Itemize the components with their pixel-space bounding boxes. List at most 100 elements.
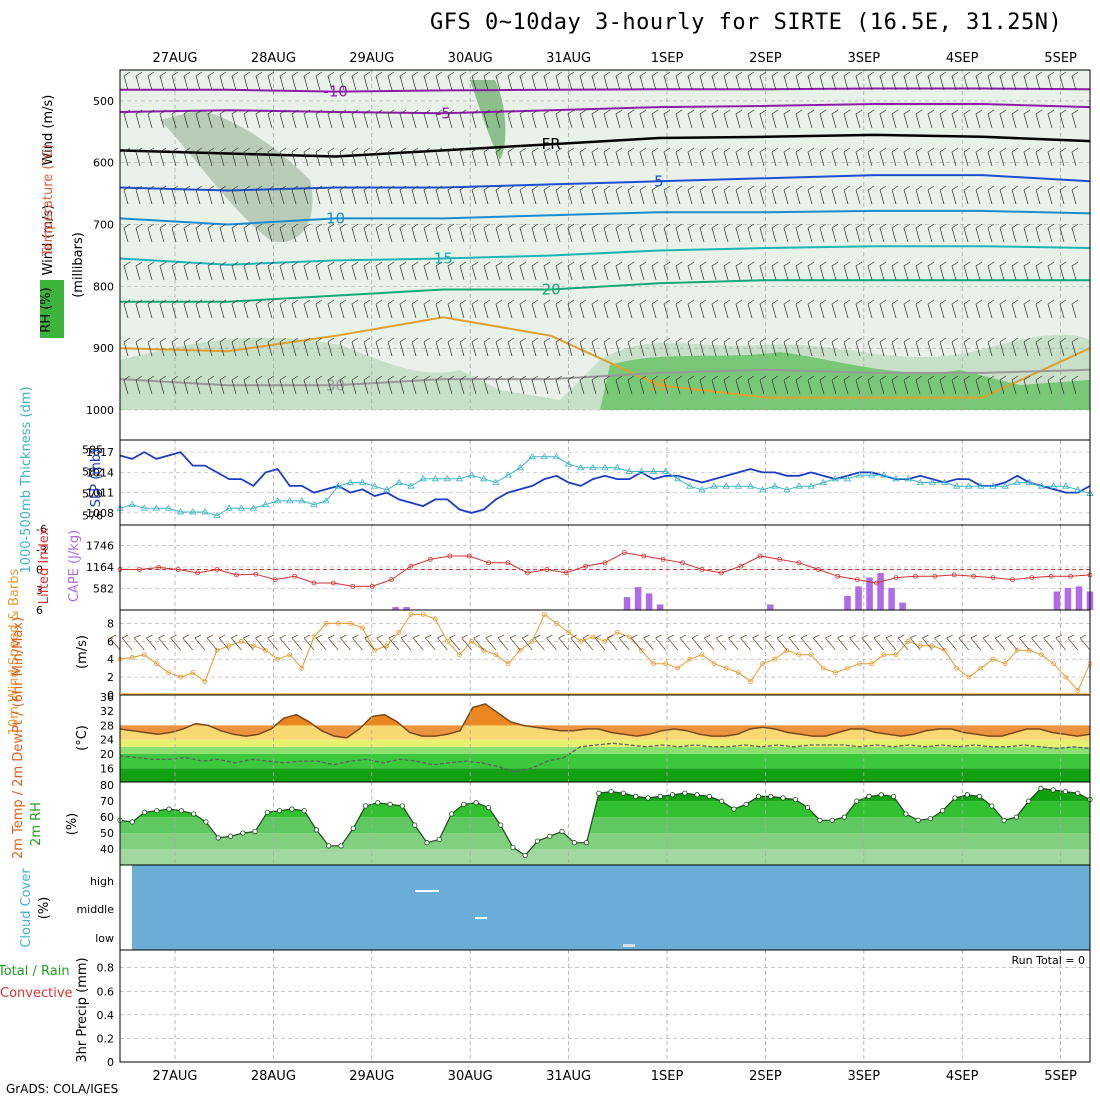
rh-shading-moist [600, 352, 1090, 410]
wind-barb [231, 299, 239, 319]
wind-barb [351, 109, 359, 129]
wind-barb [555, 71, 563, 91]
wind10-marker [287, 652, 293, 658]
wind-barb [291, 337, 299, 357]
wind10-barb [667, 634, 679, 651]
upper-air-panel: 500 600 700 800 900 1000 -10 -5 FR 5 10 15 20 25 30 Win… [39, 69, 1091, 441]
wind-barb [183, 109, 191, 129]
wind10-marker [784, 647, 790, 653]
wind-barb [315, 337, 323, 357]
li-marker [971, 573, 976, 579]
wind10-marker [554, 621, 559, 626]
wind-barb [963, 375, 971, 395]
thickness-marker [771, 482, 779, 489]
wind-barb [807, 375, 815, 395]
wind-barb [687, 261, 695, 281]
thickness-marker [795, 482, 803, 489]
wind-barb [627, 261, 635, 281]
thickness-marker [528, 452, 536, 460]
wind-barb [147, 147, 155, 167]
thickness-marker [904, 475, 912, 482]
wind-barb [939, 261, 947, 281]
wind-barb [591, 71, 599, 91]
li-marker [738, 563, 744, 569]
wind-barb [147, 337, 155, 357]
wind-barb [855, 223, 863, 243]
wind-barb [159, 299, 167, 319]
wind-barb [327, 185, 335, 205]
wind-barb [603, 337, 611, 357]
wind-barb [759, 375, 767, 395]
wind-barb [795, 109, 803, 129]
cape-bar [855, 586, 862, 610]
wind-barb [135, 261, 143, 281]
wind-barb [303, 109, 311, 129]
temp-contour-10 [119, 209, 1091, 226]
wind-barb [231, 261, 239, 281]
wind-barb [711, 223, 719, 243]
cape-bar [656, 604, 664, 610]
wind-barb [915, 147, 923, 167]
wind-barb [339, 109, 347, 129]
temp-contour-label: 25 [649, 376, 668, 394]
wind-barb [759, 299, 767, 319]
thickness-marker [383, 486, 391, 493]
wind10-barb [170, 634, 181, 651]
wind-barb [279, 109, 287, 129]
wind-barb [255, 337, 263, 357]
thickness-marker [201, 508, 209, 515]
wind10-marker [808, 652, 814, 658]
wind-barb [123, 375, 131, 395]
wind-barb [387, 71, 395, 91]
thickness-marker [1037, 482, 1046, 489]
wind-barb [951, 261, 959, 281]
precip-tick: 0.6 [97, 985, 115, 998]
wind-barb [903, 375, 911, 395]
wind-barb [243, 299, 251, 319]
wind-barb [915, 375, 923, 395]
wind-barb [291, 223, 299, 243]
wind-barb [483, 185, 491, 205]
thickness-marker [698, 486, 706, 493]
li-marker [330, 580, 336, 586]
wind-barb [459, 147, 467, 167]
label-temp-unit: (°C) [75, 725, 90, 751]
wind-barb [315, 223, 323, 243]
thickness-marker [286, 497, 294, 504]
wind-barb [603, 299, 611, 319]
wind-barb [1047, 185, 1055, 205]
wind-barb [939, 109, 947, 129]
rh-marker [498, 822, 504, 828]
wind-barb [123, 223, 131, 243]
wind-barb [639, 109, 647, 129]
wind-barb [411, 71, 419, 91]
cape-bar [877, 573, 884, 610]
wind10-marker [541, 612, 547, 617]
wind-barb [183, 375, 191, 395]
wind-barb [723, 337, 731, 357]
thickness-marker [467, 471, 476, 478]
wind-barb [423, 147, 431, 167]
wind10-barb [146, 634, 157, 651]
wind-barb [651, 109, 659, 129]
wind-barb [771, 109, 779, 129]
wind-barb [687, 337, 695, 357]
temp-band [120, 739, 1090, 747]
wind-barb [915, 261, 923, 281]
wind-barb [903, 337, 911, 357]
wind-barb [555, 337, 563, 357]
li-marker [214, 567, 220, 572]
wind-barb [939, 299, 947, 319]
wind10-marker [723, 665, 729, 671]
wind-barb [495, 223, 503, 243]
wind-barb [699, 299, 707, 319]
li-marker [699, 567, 705, 572]
date-label-bottom: 4SEP [946, 1069, 979, 1084]
wind-barb [567, 147, 575, 167]
wind10-barb [1079, 634, 1091, 651]
thickness-marker [637, 467, 646, 474]
cape-bar [767, 604, 774, 610]
wind-barb [363, 147, 371, 167]
wind-barb [435, 375, 443, 395]
wind-barb [735, 109, 743, 129]
